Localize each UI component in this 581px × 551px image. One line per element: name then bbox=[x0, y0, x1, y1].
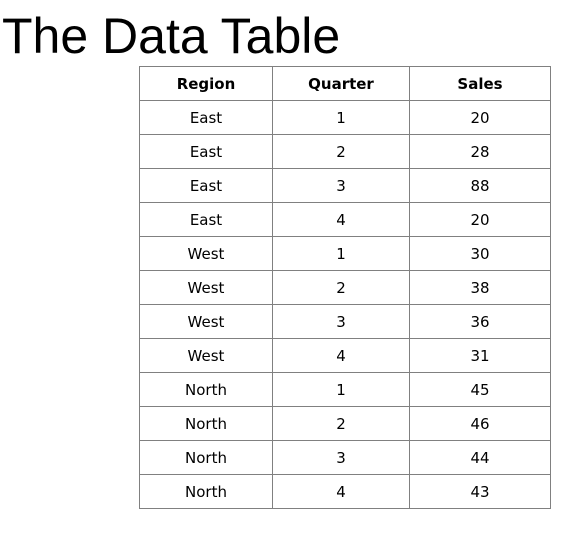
sales-cell: 38 bbox=[409, 270, 551, 305]
region-cell: North bbox=[139, 372, 273, 407]
table-row: North 2 46 bbox=[139, 406, 551, 441]
quarter-cell: 4 bbox=[272, 338, 410, 373]
table-row: North 4 43 bbox=[139, 474, 551, 509]
table-row: East 1 20 bbox=[139, 100, 551, 135]
quarter-cell: 2 bbox=[272, 270, 410, 305]
sales-cell: 44 bbox=[409, 440, 551, 475]
table-row: North 1 45 bbox=[139, 372, 551, 407]
table-header: Region Quarter Sales bbox=[139, 66, 551, 101]
region-cell: East bbox=[139, 168, 273, 203]
column-header-sales: Sales bbox=[409, 66, 551, 101]
region-cell: East bbox=[139, 134, 273, 169]
header-row: Region Quarter Sales bbox=[139, 66, 551, 101]
table-row: West 1 30 bbox=[139, 236, 551, 271]
quarter-cell: 4 bbox=[272, 202, 410, 237]
sales-cell: 20 bbox=[409, 100, 551, 135]
region-cell: West bbox=[139, 338, 273, 373]
table-row: East 3 88 bbox=[139, 168, 551, 203]
region-cell: East bbox=[139, 100, 273, 135]
quarter-cell: 2 bbox=[272, 406, 410, 441]
sales-cell: 20 bbox=[409, 202, 551, 237]
table-row: West 4 31 bbox=[139, 338, 551, 373]
table-body: East 1 20 East 2 28 East 3 88 East 4 20 … bbox=[139, 100, 551, 509]
quarter-cell: 1 bbox=[272, 236, 410, 271]
table-row: North 3 44 bbox=[139, 440, 551, 475]
region-cell: North bbox=[139, 406, 273, 441]
table-row: East 4 20 bbox=[139, 202, 551, 237]
quarter-cell: 3 bbox=[272, 304, 410, 339]
region-cell: West bbox=[139, 304, 273, 339]
column-header-region: Region bbox=[139, 66, 273, 101]
sales-cell: 31 bbox=[409, 338, 551, 373]
sales-cell: 43 bbox=[409, 474, 551, 509]
quarter-cell: 4 bbox=[272, 474, 410, 509]
region-cell: North bbox=[139, 440, 273, 475]
sales-cell: 30 bbox=[409, 236, 551, 271]
sales-cell: 28 bbox=[409, 134, 551, 169]
page-title: The Data Table bbox=[2, 8, 341, 64]
region-cell: North bbox=[139, 474, 273, 509]
quarter-cell: 1 bbox=[272, 372, 410, 407]
column-header-quarter: Quarter bbox=[272, 66, 410, 101]
quarter-cell: 3 bbox=[272, 440, 410, 475]
sales-cell: 88 bbox=[409, 168, 551, 203]
table-row: East 2 28 bbox=[139, 134, 551, 169]
sales-cell: 36 bbox=[409, 304, 551, 339]
region-cell: West bbox=[139, 236, 273, 271]
region-cell: West bbox=[139, 270, 273, 305]
data-table: Region Quarter Sales East 1 20 East 2 28… bbox=[139, 66, 551, 509]
quarter-cell: 3 bbox=[272, 168, 410, 203]
table-row: West 2 38 bbox=[139, 270, 551, 305]
quarter-cell: 2 bbox=[272, 134, 410, 169]
quarter-cell: 1 bbox=[272, 100, 410, 135]
region-cell: East bbox=[139, 202, 273, 237]
sales-cell: 46 bbox=[409, 406, 551, 441]
sales-cell: 45 bbox=[409, 372, 551, 407]
table-row: West 3 36 bbox=[139, 304, 551, 339]
